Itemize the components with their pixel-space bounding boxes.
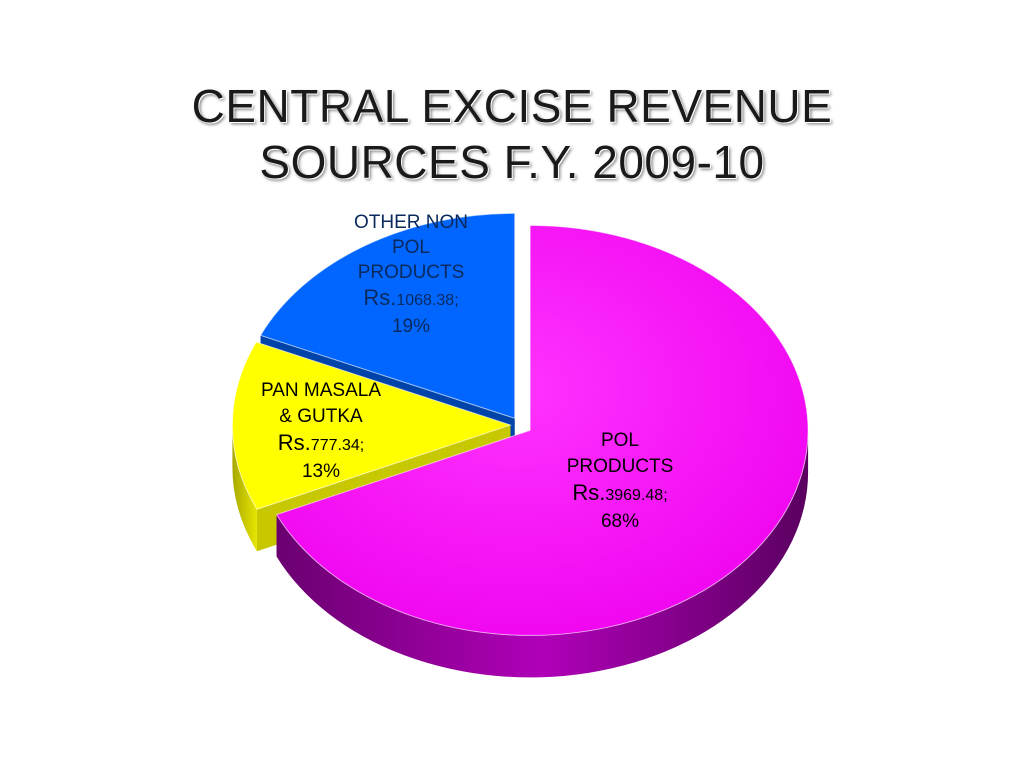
slices-group [231, 212, 809, 678]
slice-label-pan-masala: PAN MASALA & GUTKA Rs.777.34; 13% [246, 378, 396, 485]
slice-value-line: Rs.777.34; [278, 430, 365, 455]
slice-value: 1068.38; [396, 292, 459, 309]
title-line-1: CENTRAL EXCISE REVENUE [191, 80, 833, 132]
slice-value-line: Rs.1068.38; [363, 285, 459, 310]
slice-name-line: PRODUCTS [566, 456, 674, 477]
slice-name-line: PRODUCTS [357, 262, 465, 283]
slice-currency: Rs. [363, 285, 397, 310]
slice-value: 777.34; [310, 437, 365, 454]
slice-side-pan-masala [232, 425, 257, 552]
chart-title: CENTRAL EXCISE REVENUE SOURCES F.Y. 2009… [0, 78, 1024, 190]
slice-value-line: Rs.3969.48; [572, 480, 668, 505]
title-line-2: SOURCES F.Y. 2009-10 [259, 136, 765, 188]
slice-percent: 13% [301, 461, 341, 482]
slice-value: 3969.48; [605, 487, 668, 504]
slice-side-pol-products [276, 430, 809, 678]
slice-name-line: & GUTKA [279, 406, 363, 427]
slice-currency: Rs. [277, 430, 311, 455]
slice-other-non-pol [259, 212, 516, 419]
slice-label-pol-products: POL PRODUCTS Rs.3969.48; 68% [545, 428, 695, 535]
slice-currency: Rs. [572, 480, 606, 505]
slice-pan-masala [231, 341, 512, 510]
slice-percent: 19% [391, 316, 431, 337]
slice-name-line: OTHER NON [354, 212, 468, 233]
slice-name-line: POL [391, 237, 431, 258]
slice-name-line: PAN MASALA [260, 380, 382, 401]
slice-label-other-non-pol: OTHER NON POL PRODUCTS Rs.1068.38; 19% [336, 210, 486, 340]
slice-pol-products [275, 224, 809, 636]
slice-percent: 68% [600, 511, 640, 532]
slice-name-line: POL [600, 430, 640, 451]
